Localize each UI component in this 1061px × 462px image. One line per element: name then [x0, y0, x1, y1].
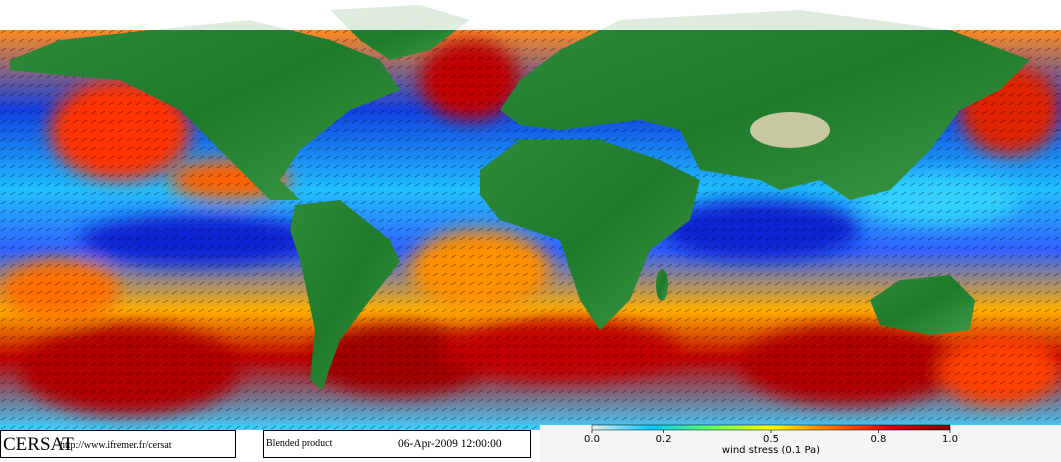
africa [480, 140, 700, 330]
arctic [0, 0, 1061, 30]
south-america [290, 200, 400, 390]
logo-box [0, 430, 236, 458]
colorbar-tick-label: 0.0 [584, 434, 600, 445]
eurasia [500, 10, 1030, 200]
tibet-plateau [750, 112, 830, 148]
logo: CERSAT [3, 434, 74, 455]
colorbar: wind stress (0.1 Pa) 0.0 0.2 0.5 0.8 1.0 [584, 424, 958, 456]
antarctica [540, 425, 1061, 462]
colorbar-tick-label: 1.0 [942, 434, 958, 445]
colorbar-tick-label: 0.8 [870, 434, 886, 445]
product-box [263, 430, 531, 458]
australia [870, 275, 975, 335]
date: 06-Apr-2009 12:00:00 [398, 438, 502, 450]
colorbar-tick-label: 0.5 [763, 434, 779, 445]
colorbar-tick-label: 0.2 [656, 434, 672, 445]
url: http://www.ifremer.fr/cersat [60, 440, 172, 451]
colorbar-label: wind stress (0.1 Pa) [722, 445, 820, 456]
north-america [10, 20, 400, 200]
madagascar [656, 269, 668, 301]
product: Blended product [266, 438, 333, 449]
colorbar-bar [591, 424, 951, 431]
